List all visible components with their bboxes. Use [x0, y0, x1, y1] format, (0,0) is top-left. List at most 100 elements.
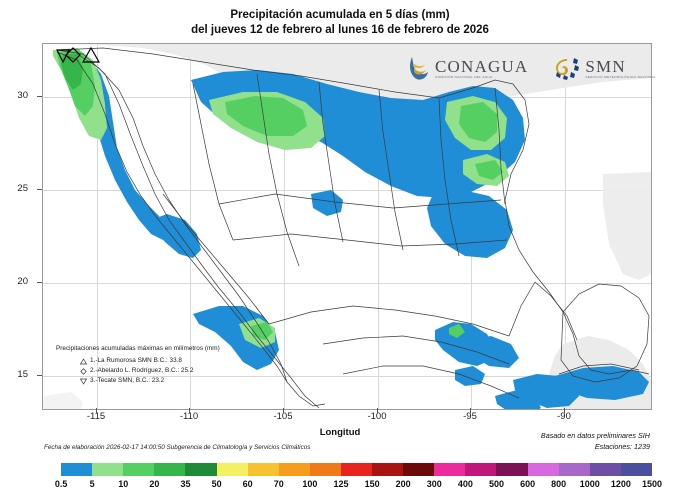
station-legend-item: 1.-La Rumorosa SMN B.C.: 33.8	[56, 356, 220, 366]
ytick-label: 25	[17, 183, 28, 194]
ytick-label: 15	[17, 369, 28, 380]
xtick-mark	[189, 408, 190, 413]
colorbar-cell	[216, 463, 248, 476]
colorbar-tick: 400	[457, 479, 473, 489]
colorbar-tick: 10	[118, 479, 129, 489]
colorbar-cell	[61, 463, 93, 476]
colorbar-cell	[247, 463, 279, 476]
xtick-label: -100	[367, 411, 387, 422]
colorbar-cell	[434, 463, 466, 476]
ytick-mark	[37, 375, 42, 376]
conagua-subtitle: COMISIÓN NACIONAL DEL AGUA	[435, 74, 493, 79]
colorbar-tick: 1500	[641, 479, 663, 489]
station-marker-3-triangle-down	[56, 49, 70, 64]
logo-bar: CONAGUA COMISIÓN NACIONAL DEL AGUA SMN S…	[408, 48, 656, 88]
colorbar-cell	[30, 463, 62, 476]
xtick-mark	[470, 408, 471, 413]
station-legend-item: 3.-Tecate SMN, B.C.: 23.2	[56, 376, 220, 386]
gridline-vertical	[378, 44, 379, 409]
colorbar-tick: 50	[211, 479, 222, 489]
colorbar-cell	[558, 463, 590, 476]
colorbar-tick: 1200	[610, 479, 631, 489]
station-legend-header: Precipitaciones acumuladas máximas en mi…	[56, 345, 220, 352]
ytick-mark	[37, 282, 42, 283]
data-source-line: Basado en datos preliminares SIH	[540, 431, 650, 440]
colorbar-cell	[123, 463, 155, 476]
colorbar-cell	[154, 463, 186, 476]
title-line-2: del jueves 12 de febrero al lunes 16 de …	[191, 24, 489, 36]
ytick-mark	[37, 96, 42, 97]
foreign-landmass-layer	[43, 44, 651, 409]
colorbar-tick: 100	[302, 479, 318, 489]
station-legend-label: 3.-Tecate SMN, B.C.: 23.2	[90, 377, 165, 384]
ytick-mark	[37, 189, 42, 190]
gridline-horizontal	[43, 376, 651, 377]
colorbar-tick: 0.5	[54, 479, 68, 489]
conagua-name: CONAGUA	[435, 56, 529, 76]
station-legend-label: 1.-La Rumorosa SMN B.C.: 33.8	[90, 357, 182, 364]
xtick-mark	[564, 408, 565, 413]
colorbar-cell	[496, 463, 528, 476]
station-marker-1-triangle-up	[81, 46, 101, 63]
gridline-vertical	[565, 44, 566, 409]
conagua-water-icon	[410, 57, 428, 80]
smn-logo: SMN SERVICIO METEOROLÓGICO NACIONAL	[554, 55, 656, 81]
gridline-vertical	[284, 44, 285, 409]
xtick-mark	[377, 408, 378, 413]
smn-name: SMN	[585, 56, 626, 76]
colorbar-tick: 200	[395, 479, 411, 489]
colorbar-cell	[527, 463, 559, 476]
colorbar-tick: 125	[333, 479, 349, 489]
colorbar-tick: 1000	[579, 479, 600, 489]
colorbar-tick: 800	[551, 479, 567, 489]
diamond-icon	[80, 367, 87, 375]
colorbar-tick: 300	[426, 479, 442, 489]
colorbar-tick: 60	[242, 479, 253, 489]
colorbar-cell	[278, 463, 310, 476]
smn-spiral-icon	[556, 58, 580, 80]
colorbar-tick: 150	[364, 479, 380, 489]
state-boundaries	[56, 47, 650, 409]
gridline-horizontal	[43, 190, 651, 191]
colorbar-cell	[309, 463, 341, 476]
xtick-label: -105	[273, 411, 293, 422]
station-markers-group	[56, 46, 101, 64]
colorbar-tick: 5	[89, 479, 95, 489]
precipitation-colorbar[interactable]: 0.5 5 10 20 35 50 60 70 100 125 150 200 300 400 500 600…	[30, 463, 662, 495]
colorbar-cell	[92, 463, 124, 476]
station-legend-item: 2.-Abelardo L. Rodríguez, B.C.: 25.2	[56, 366, 220, 376]
xtick-label: -90	[557, 411, 571, 422]
chart-title-block: Precipitación acumulada en 5 días (mm) d…	[0, 8, 680, 38]
colorbar-swatches	[30, 463, 652, 476]
xtick-label: -115	[86, 411, 106, 422]
title-line-1: Precipitación acumulada en 5 días (mm)	[230, 9, 450, 21]
colorbar-tick-labels: 0.5 5 10 20 35 50 60 70 100 125 150 200 300 400 500 600…	[30, 476, 662, 492]
ytick-label: 30	[17, 90, 28, 101]
xtick-mark	[283, 408, 284, 413]
colorbar-cell	[340, 463, 373, 476]
station-marker-2-diamond	[65, 47, 81, 63]
colorbar-cell	[589, 463, 621, 476]
colorbar-tick: 70	[273, 479, 284, 489]
colorbar-cell	[465, 463, 497, 476]
gridline-vertical	[97, 44, 98, 409]
station-count-line: Estaciones: 1239	[594, 442, 650, 451]
colorbar-cell	[185, 463, 217, 476]
colorbar-tick: 20	[149, 479, 160, 489]
colorbar-tick: 600	[520, 479, 536, 489]
map-plot-area[interactable]	[42, 43, 652, 410]
gridline-horizontal	[43, 283, 651, 284]
triangle-up-icon	[80, 357, 87, 365]
data-source-footer: Basado en datos preliminares SIH Estacio…	[541, 430, 650, 452]
smn-subtitle: SERVICIO METEOROLÓGICO NACIONAL	[585, 74, 657, 79]
xtick-mark	[96, 408, 97, 413]
xtick-label: -95	[463, 411, 477, 422]
ytick-label: 20	[17, 276, 28, 287]
x-axis-label: Longitud	[319, 427, 361, 438]
precipitation-map	[43, 44, 651, 409]
colorbar-tick: 35	[180, 479, 191, 489]
station-legend: Precipitaciones acumuladas máximas en mi…	[56, 344, 220, 386]
colorbar-cell	[403, 463, 435, 476]
colorbar-tick: 500	[488, 479, 505, 489]
colorbar-cell	[620, 463, 652, 476]
